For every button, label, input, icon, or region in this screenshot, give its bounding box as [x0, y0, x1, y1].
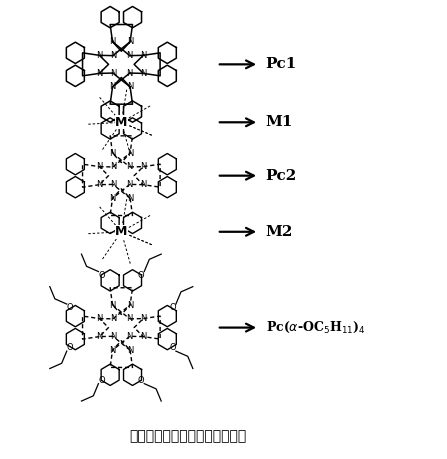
Text: O: O	[138, 270, 144, 280]
Text: Pc($\alpha$-OC$_5$H$_{11}$)$_4$: Pc($\alpha$-OC$_5$H$_{11}$)$_4$	[266, 320, 365, 335]
Text: O: O	[67, 303, 73, 312]
Text: N: N	[110, 301, 116, 309]
Text: O: O	[138, 375, 144, 385]
Text: N: N	[127, 149, 133, 157]
Text: O: O	[169, 303, 176, 312]
Text: N: N	[127, 162, 133, 172]
Text: N: N	[110, 149, 116, 157]
Text: O: O	[98, 375, 105, 385]
Text: N: N	[140, 162, 147, 171]
Text: N: N	[140, 332, 147, 341]
Text: N: N	[110, 37, 116, 46]
Text: N: N	[110, 332, 116, 341]
Text: M2: M2	[266, 225, 293, 239]
Text: N: N	[127, 314, 133, 324]
Text: Pc2: Pc2	[266, 168, 297, 183]
Text: O: O	[169, 343, 176, 352]
Text: N: N	[110, 162, 116, 172]
Text: M: M	[115, 225, 127, 238]
Text: N: N	[96, 162, 102, 171]
Text: N: N	[140, 180, 147, 189]
Text: N: N	[96, 332, 102, 341]
Text: N: N	[127, 51, 133, 60]
Text: N: N	[127, 180, 133, 189]
Text: N: N	[96, 314, 102, 323]
Text: N: N	[110, 346, 116, 355]
Text: N: N	[110, 51, 116, 60]
Text: N: N	[127, 301, 133, 309]
Text: N: N	[127, 346, 133, 355]
Text: O: O	[67, 343, 73, 352]
Text: N: N	[110, 68, 116, 78]
Text: Pc1: Pc1	[266, 57, 297, 71]
Text: M1: M1	[266, 115, 293, 129]
Text: N: N	[140, 69, 147, 78]
Text: O: O	[98, 270, 105, 280]
Text: N: N	[110, 314, 116, 324]
Text: N: N	[127, 37, 133, 46]
Text: 三明治型三核酆菁化合物的结构: 三明治型三核酆菁化合物的结构	[129, 429, 247, 443]
Text: N: N	[110, 180, 116, 189]
Text: N: N	[96, 69, 102, 78]
Text: N: N	[110, 83, 116, 91]
Text: N: N	[127, 68, 133, 78]
Text: N: N	[110, 194, 116, 203]
Text: N: N	[127, 332, 133, 341]
Text: N: N	[140, 314, 147, 323]
Text: N: N	[96, 180, 102, 189]
Text: M: M	[115, 116, 127, 129]
Text: N: N	[96, 51, 102, 60]
Text: N: N	[127, 194, 133, 203]
Text: N: N	[140, 51, 147, 60]
Text: N: N	[127, 83, 133, 91]
